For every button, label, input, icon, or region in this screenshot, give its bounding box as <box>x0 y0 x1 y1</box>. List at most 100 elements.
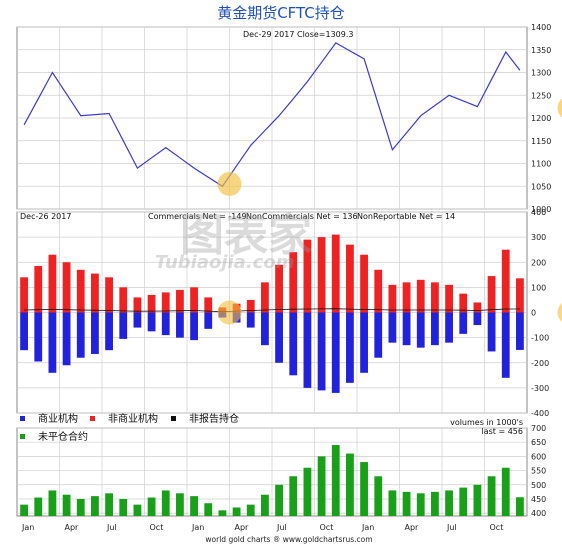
open-interest-bar <box>261 494 269 516</box>
y-tick-label-1: -400 <box>531 409 549 418</box>
y-tick-label-2: 600 <box>531 452 546 461</box>
y-tick-label-1: 400 <box>531 208 546 217</box>
y-tick-label-0: 1000 <box>531 205 551 214</box>
noncommercials-bar <box>48 254 57 313</box>
x-tick-label: Oct <box>320 523 334 532</box>
noncommercials-bar <box>431 282 439 313</box>
noncommercials-bar <box>261 282 269 313</box>
noncommercials-bar <box>62 262 71 313</box>
last-value-annotation: last = 456 <box>482 427 524 436</box>
x-tick-label: Apr <box>65 523 80 532</box>
x-tick-label: Oct <box>490 523 504 532</box>
commercials-bar <box>374 312 383 358</box>
noncommercials-bar <box>331 234 340 313</box>
x-tick-label: Jan <box>21 523 34 532</box>
commercials-bar <box>76 312 85 358</box>
open-interest-bar <box>374 476 383 516</box>
commercials-bar <box>119 312 128 339</box>
commercials-bar <box>303 312 312 388</box>
commercials-bar <box>147 312 156 332</box>
open-interest-bar <box>62 494 71 516</box>
commercials-bar <box>105 312 113 351</box>
noncommercials-bar <box>487 276 496 313</box>
legend-label-3: 未平仓合约 <box>38 430 88 443</box>
open-interest-bar <box>105 493 113 516</box>
commercials-bar <box>516 312 524 350</box>
open-interest-bar <box>487 476 496 516</box>
commercials-bar <box>317 312 326 391</box>
commercials-net-annotation: Commercials Net = -149 <box>148 212 247 221</box>
commercials-bar <box>62 312 71 366</box>
gold-price-line <box>23 42 521 188</box>
commercials-bar <box>416 312 425 348</box>
y-tick-label-0: 1250 <box>531 91 551 100</box>
open-interest-bar <box>34 497 43 516</box>
commercials-bar <box>388 312 397 343</box>
noncommercials-bar <box>317 237 326 313</box>
noncommercials-bar <box>119 287 128 313</box>
noncommercials-bar <box>246 299 255 313</box>
legend-label-0: 商业机构 <box>38 412 78 425</box>
y-tick-label-0: 1400 <box>531 23 551 32</box>
y-tick-label-1: -200 <box>531 359 549 368</box>
open-interest-bar <box>303 467 312 516</box>
noncommercials-bar <box>459 293 468 313</box>
open-interest-bar <box>473 484 482 516</box>
noncommercials-bar <box>34 266 43 313</box>
commercials-bar <box>445 312 453 343</box>
y-tick-label-2: 400 <box>531 509 546 518</box>
noncommercials-bar <box>133 297 142 313</box>
noncommercials-bar <box>176 289 184 313</box>
y-tick-label-0: 1100 <box>531 160 551 169</box>
commercials-bar <box>501 312 510 378</box>
open-interest-bar <box>388 490 397 516</box>
open-interest-bar <box>275 484 283 516</box>
open-interest-bar <box>459 487 468 516</box>
legend-label-1: 非商业机构 <box>108 412 158 425</box>
commercials-bar <box>133 312 142 328</box>
commercials-bar <box>487 312 496 352</box>
open-interest-bar <box>317 456 326 516</box>
y-tick-label-1: 200 <box>531 258 546 267</box>
y-tick-label-0: 1300 <box>531 69 551 78</box>
open-interest-bar <box>204 503 213 516</box>
open-interest-bar <box>218 510 227 516</box>
commercials-bar <box>289 312 298 376</box>
noncommercials-bar <box>275 264 283 313</box>
noncommercials-bar <box>76 269 85 313</box>
open-interest-bar <box>147 497 156 516</box>
nonreportable-net-annotation: NonReportable Net = 14 <box>357 212 455 221</box>
open-interest-bar <box>516 497 524 516</box>
legend-swatch <box>171 416 176 421</box>
open-interest-bar <box>119 498 128 516</box>
volume-units-annotation: volumes in 1000's <box>450 418 523 427</box>
commercials-bar <box>34 312 43 362</box>
chart-footer: world gold charts ® www.goldchartsrus.co… <box>205 535 372 544</box>
commercials-bar <box>204 312 213 329</box>
commercials-bar <box>246 312 255 328</box>
noncommercials-bar <box>388 284 397 313</box>
highlight-circle <box>217 300 242 325</box>
watermark-text: Tubiaojia.com <box>155 252 294 273</box>
noncommercials-bar <box>416 279 425 313</box>
noncommercials-bar <box>91 273 99 313</box>
open-interest-bar <box>176 493 184 516</box>
open-interest-bar <box>20 504 28 516</box>
highlight-circle <box>557 303 562 322</box>
noncommercials-bar <box>20 277 28 313</box>
legend-label-2: 非报告持仓 <box>189 412 239 425</box>
legend-swatch <box>90 416 95 421</box>
x-tick-label: Apr <box>405 523 420 532</box>
noncommercials-net-annotation: NonCommercials Net = 136 <box>246 212 358 221</box>
x-tick-label: Jul <box>106 523 117 532</box>
commercials-bar <box>48 312 57 373</box>
y-tick-label-2: 500 <box>531 481 546 490</box>
commercials-bar <box>161 312 170 336</box>
y-tick-label-2: 700 <box>531 424 546 433</box>
y-tick-label-1: -300 <box>531 384 549 393</box>
legend-swatch <box>20 434 25 439</box>
commercials-bar <box>331 312 340 393</box>
noncommercials-bar <box>147 294 156 313</box>
open-interest-bar <box>416 493 425 516</box>
